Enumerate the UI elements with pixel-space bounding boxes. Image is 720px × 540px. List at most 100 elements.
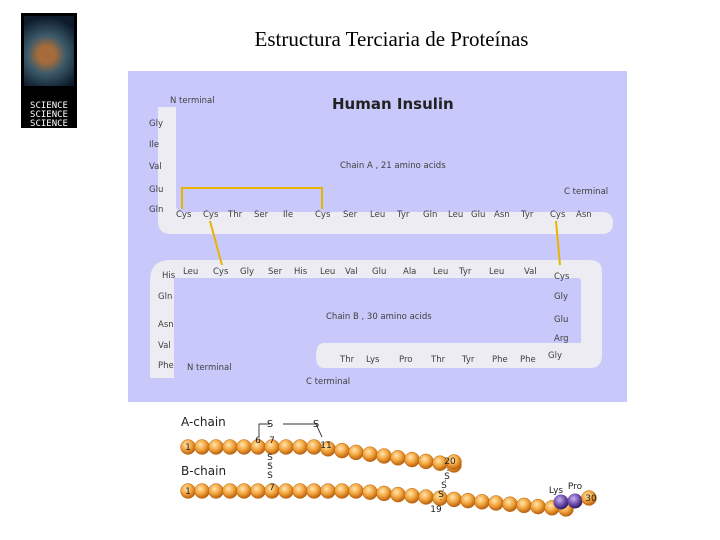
lys-bead	[553, 494, 569, 510]
b-chain-bead	[516, 497, 532, 514]
chain-b-residue: Thr	[339, 355, 355, 365]
chain-b-residue: Tyr	[458, 267, 472, 277]
a-chain-bead	[208, 439, 224, 455]
chain-b-track	[150, 260, 602, 378]
chain-a-track	[158, 107, 613, 234]
sulfur-label: S	[267, 471, 273, 481]
a-chain-number-7: 7	[269, 436, 275, 446]
chain-b-residue: Leu	[489, 267, 504, 277]
a-chain-label: A-chain	[181, 415, 226, 429]
chain-b-residue: Tyr	[461, 355, 475, 365]
c-terminal-b: C terminal	[306, 377, 350, 387]
a-chain-number-6: 6	[255, 436, 261, 446]
chain-a-residue: Val	[149, 162, 162, 172]
b-chain-number-30: 30	[585, 494, 597, 504]
sulfur-label: S	[438, 490, 444, 500]
b-chain-bead	[320, 483, 336, 499]
sulfur-label: S	[444, 472, 450, 482]
chain-b-residue: Gly	[548, 351, 562, 361]
chain-b-residue: Cys	[213, 267, 229, 277]
chain-a-residue: Glu	[149, 185, 163, 195]
sulfur-label: S	[267, 462, 273, 472]
b-chain-bead	[236, 483, 252, 499]
chain-a-residue: Ile	[149, 140, 159, 150]
chain-b-residue: Val	[345, 267, 358, 277]
chain-b-residue: Glu	[554, 315, 568, 325]
b-chain-bead	[306, 483, 322, 499]
a-chain-bracket-right	[283, 423, 323, 438]
b-chain-bead	[404, 488, 420, 504]
c-terminal-a: C terminal	[564, 187, 608, 197]
chain-b-track-end	[316, 343, 602, 368]
b-chain-bead	[334, 483, 350, 499]
chain-b-residue: Gly	[554, 292, 568, 302]
logo-text-1: SCIENCE	[30, 101, 68, 111]
chain-a-residue: Gln	[149, 205, 163, 215]
b-chain-number-7: 7	[269, 483, 275, 493]
a-chain-bead	[306, 439, 322, 455]
sulfur-label: S	[267, 419, 273, 430]
n-terminal-b: N terminal	[187, 363, 232, 373]
b-chain-end-bead	[581, 490, 597, 506]
chain-a-residue: Cys	[203, 210, 219, 220]
b-chain-bead	[530, 498, 546, 515]
b-chain-bead	[222, 483, 238, 499]
interchain-disulfide-bond-1	[209, 220, 223, 266]
chain-a-residue: Thr	[227, 210, 243, 220]
chain-b-residue: Val	[524, 267, 537, 277]
chain-b-residue: Pro	[399, 355, 413, 365]
chain-b-residue: Ser	[268, 267, 283, 277]
lys-label: Lys	[549, 486, 564, 496]
a-chain-bead	[376, 448, 392, 464]
chain-b-residue: Leu	[320, 267, 335, 277]
chain-a-residue: Glu	[471, 210, 485, 220]
a-chain-number-1: 1	[185, 443, 191, 453]
logo-text-3: SCIENCE	[30, 119, 68, 129]
pro-bead	[567, 493, 583, 509]
b-chain-bead	[488, 495, 504, 511]
b-chain-number-1: 1	[185, 487, 191, 497]
insulin-chain-bead-diagram: A-chain B-chain S S S S S S S S 1 6 7 11 20 1 7 19 30 Lys…	[170, 407, 610, 517]
chain-a-residue: Leu	[448, 210, 463, 220]
a-chain-number-20: 20	[444, 457, 456, 467]
a-chain-bead	[222, 439, 238, 455]
b-chain-bead	[446, 491, 462, 508]
a-chain-bead	[362, 446, 378, 462]
chain-b-residue: Thr	[430, 355, 446, 365]
chain-b-residue: Arg	[554, 334, 569, 344]
chain-b-residue: Phe	[492, 355, 508, 365]
chain-a-residue: Asn	[494, 210, 510, 220]
a-chain-bead	[292, 439, 308, 455]
a-chain-bead	[334, 442, 350, 459]
b-chain-number-19: 19	[430, 505, 442, 515]
b-chain-bead	[250, 483, 266, 499]
chain-a-residue: Tyr	[520, 210, 534, 220]
chain-a-residue: Gly	[149, 119, 163, 129]
a-chain-number-11: 11	[320, 441, 331, 451]
b-chain-bead	[474, 494, 490, 510]
chain-a-residue: Asn	[576, 210, 592, 220]
chain-a-residue: Cys	[176, 210, 192, 220]
chain-a-residue: Cys	[550, 210, 566, 220]
b-chain-bead	[362, 484, 378, 500]
chain-a-residue: Cys	[315, 210, 331, 220]
intrachain-disulfide-bond	[181, 187, 323, 209]
science-logo: SCIENCE SCIENCE SCIENCE	[21, 13, 77, 129]
sulfur-label: S	[267, 453, 273, 463]
chain-b-residue: Gln	[158, 292, 172, 302]
insulin-title: Human Insulin	[332, 95, 454, 113]
b-chain-bead	[502, 496, 518, 512]
nebula-image	[24, 16, 74, 86]
a-chain-bead-20	[446, 454, 462, 470]
b-chain-bead	[376, 485, 392, 502]
sulfur-label: S	[313, 419, 319, 430]
chain-b-residue: Leu	[183, 267, 198, 277]
b-chain-bead	[278, 483, 294, 499]
chain-b-residue: Cys	[554, 272, 570, 282]
chain-a-residue: Leu	[370, 210, 385, 220]
a-chain-bead	[404, 451, 420, 468]
chain-a-label: Chain A , 21 amino acids	[340, 161, 446, 171]
n-terminal-a: N terminal	[170, 96, 215, 106]
b-chain-bead	[460, 492, 476, 509]
b-chain-bead	[194, 483, 210, 499]
